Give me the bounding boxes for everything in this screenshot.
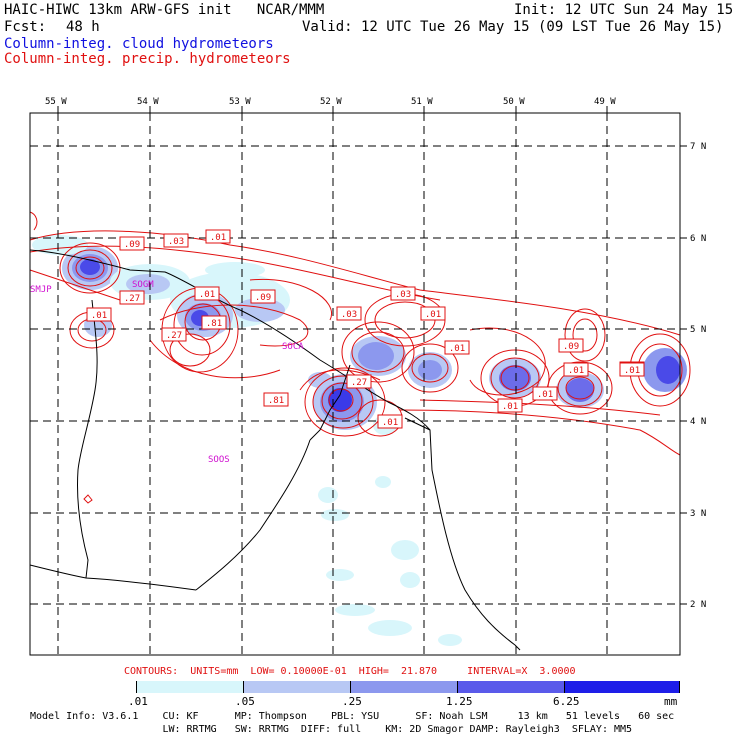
colorbar-tick: .25 (342, 695, 362, 708)
lon-label: 54 W (137, 97, 159, 107)
svg-text:.01: .01 (199, 290, 215, 300)
forecast-label: Fcst: (4, 19, 47, 35)
lat-label: 7 N (690, 142, 706, 152)
contour-value-label: .27 (161, 327, 187, 342)
model-info-line2: LW: RRTMG SW: RRTMG DIFF: full KM: 2D Sm… (30, 724, 633, 735)
svg-text:.09: .09 (563, 342, 579, 352)
lon-label: 55 W (45, 97, 67, 107)
lon-label: 51 W (411, 97, 433, 107)
contour-value-label: .09 (558, 338, 584, 353)
lat-label: 5 N (690, 325, 706, 335)
lat-label: 2 N (690, 600, 706, 610)
station-label: SOCA (282, 342, 304, 352)
contour-value-label: .01 (194, 286, 220, 301)
precip-contours (29, 211, 691, 504)
contour-value-label: .01 (205, 229, 231, 244)
lat-label: 4 N (690, 417, 706, 427)
svg-text:.81: .81 (206, 319, 222, 329)
svg-text:.01: .01 (91, 311, 107, 321)
contour-value-label: .01 (86, 307, 112, 322)
contour-value-label: .03 (390, 286, 416, 301)
svg-text:.09: .09 (255, 293, 271, 303)
contour-value-label: .03 (163, 233, 189, 248)
contour-value-label: .27 (119, 290, 145, 305)
lat-lon-grid (30, 113, 680, 655)
axis-ticks (57, 106, 687, 605)
colorbar-tick: .01 (128, 695, 148, 708)
contour-labels: .09 .03 .01 .27 .01 .09 .01 .03 .27 .03 .01 .81 .27.… (86, 229, 645, 429)
lon-label: 49 W (594, 97, 616, 107)
forecast-hour: 48 h (66, 19, 100, 35)
contour-value-label: .09 (119, 236, 145, 251)
colorbar-bin (565, 681, 679, 693)
colorbar-bin (137, 681, 244, 693)
contour-value-label: .81 (263, 392, 289, 407)
contour-value-label: .01 (420, 306, 446, 321)
colorbar-bin (351, 681, 458, 693)
svg-text:.81: .81 (268, 396, 284, 406)
map-frame (29, 112, 681, 656)
field-cloud-label: Column-integ. cloud hydrometeors (4, 36, 274, 52)
contour-value-label: .09 (250, 289, 276, 304)
model-info-line1: Model Info: V3.6.1 CU: KF MP: Thompson P… (30, 711, 675, 722)
contour-value-label: .01 (377, 414, 403, 429)
colorbar-bin (458, 681, 565, 693)
lon-label: 53 W (229, 97, 251, 107)
lat-label: 3 N (690, 509, 706, 519)
svg-text:.03: .03 (341, 310, 357, 320)
contour-value-label: .01 (532, 386, 558, 401)
svg-text:.01: .01 (449, 344, 465, 354)
svg-text:.03: .03 (395, 290, 411, 300)
valid-time: Valid: 12 UTC Tue 26 May 15 (09 LST Tue … (302, 19, 724, 35)
svg-text:.01: .01 (624, 366, 640, 376)
contour-value-label: .01 (444, 340, 470, 355)
colorbar-bin (244, 681, 351, 693)
colorbar-units: mm (664, 695, 678, 708)
station-label: SMJP (30, 285, 52, 295)
colorbar-bin (30, 681, 137, 693)
svg-text:.01: .01 (425, 310, 441, 320)
svg-text:.27: .27 (351, 378, 367, 388)
svg-text:.01: .01 (210, 233, 226, 243)
contour-info: CONTOURS: UNITS=mm LOW= 0.10000E-01 HIGH… (124, 666, 576, 677)
colorbar-tick: 6.25 (553, 695, 580, 708)
contour-value-label: .01 (619, 362, 645, 377)
field-precip-label: Column-integ. precip. hydrometeors (4, 51, 291, 67)
colorbar-tick: .05 (235, 695, 255, 708)
model-title: HAIC-HIWC 13km ARW-GFS init NCAR/MMM (4, 2, 325, 18)
lon-label: 52 W (320, 97, 342, 107)
svg-text:.01: .01 (502, 402, 518, 412)
lon-label: 50 W (503, 97, 525, 107)
svg-text:.09: .09 (124, 240, 140, 250)
svg-text:.03: .03 (168, 237, 184, 247)
cloud-fills (32, 235, 687, 646)
svg-text:.01: .01 (537, 390, 553, 400)
station-label: SOOS (208, 455, 230, 465)
svg-text:.01: .01 (568, 366, 584, 376)
station-label: SOGM (132, 280, 154, 290)
contour-value-label: .03 (336, 306, 362, 321)
contour-value-label: .01 (563, 362, 589, 377)
svg-text:.27: .27 (166, 331, 182, 341)
colorbar-tick: 1.25 (446, 695, 473, 708)
contour-value-label: .81 (201, 315, 227, 330)
lat-label: 6 N (690, 234, 706, 244)
svg-text:.01: .01 (382, 418, 398, 428)
init-time: Init: 12 UTC Sun 24 May 15 (514, 2, 734, 18)
svg-text:.27: .27 (124, 294, 140, 304)
contour-value-label: .01 (497, 398, 523, 413)
contour-value-label: .27 (346, 374, 372, 389)
